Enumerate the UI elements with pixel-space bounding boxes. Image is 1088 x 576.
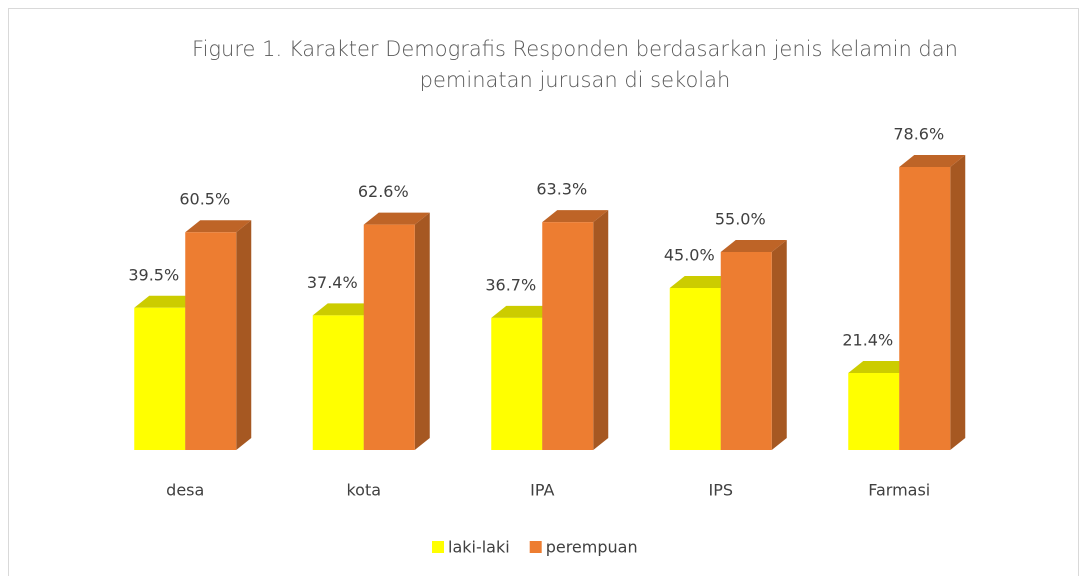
bar-front xyxy=(669,288,721,450)
x-tick-label: desa xyxy=(166,481,204,500)
bar-front xyxy=(848,372,900,450)
x-tick-label: IPS xyxy=(708,481,733,500)
data-label: 62.6% xyxy=(358,182,409,201)
data-label: 55.0% xyxy=(715,210,766,229)
bar-top xyxy=(848,360,915,373)
bar-top xyxy=(312,303,379,316)
x-tick-label: IPA xyxy=(530,481,554,500)
bar-top xyxy=(363,212,430,225)
data-label: 21.4% xyxy=(842,330,893,349)
bar-top xyxy=(720,240,787,252)
bar xyxy=(899,155,966,451)
bar-side xyxy=(414,212,430,450)
bar-front xyxy=(185,232,237,450)
bar-front xyxy=(542,222,594,450)
bar-top xyxy=(669,276,736,288)
bar xyxy=(542,210,609,450)
data-label: 37.4% xyxy=(307,273,358,292)
data-label: 39.5% xyxy=(128,265,179,284)
legend-label: laki-laki xyxy=(448,538,510,557)
bar-front xyxy=(312,315,364,450)
data-label: 78.6% xyxy=(893,125,944,144)
legend-swatch xyxy=(529,541,542,553)
bar xyxy=(185,220,252,450)
bar-side xyxy=(771,240,787,450)
bar-front xyxy=(720,252,772,450)
bar-front xyxy=(134,307,186,450)
bar-top xyxy=(491,305,558,318)
legend-label: perempuan xyxy=(546,538,638,557)
x-tick-label: Farmasi xyxy=(868,481,930,500)
bar-top xyxy=(899,155,966,168)
bar-front xyxy=(491,317,543,450)
bar xyxy=(720,240,787,450)
legend-swatch xyxy=(432,541,444,553)
data-label: 63.3% xyxy=(536,180,587,199)
bar xyxy=(363,212,430,450)
bar-side xyxy=(950,155,966,451)
bar-front xyxy=(899,167,951,451)
bar-top xyxy=(134,295,201,308)
chart-border xyxy=(8,8,1079,576)
bar-front xyxy=(363,224,415,450)
data-label: 60.5% xyxy=(179,190,230,209)
x-tick-label: kota xyxy=(346,481,381,500)
bar-top xyxy=(542,210,609,223)
chart-title: Figure 1. Karakter Demografis Responden … xyxy=(192,37,958,92)
bar-side xyxy=(236,220,252,450)
data-label: 45.0% xyxy=(664,246,715,265)
bar-side xyxy=(593,210,609,450)
bar-top xyxy=(185,220,252,233)
data-label: 36.7% xyxy=(485,275,536,294)
